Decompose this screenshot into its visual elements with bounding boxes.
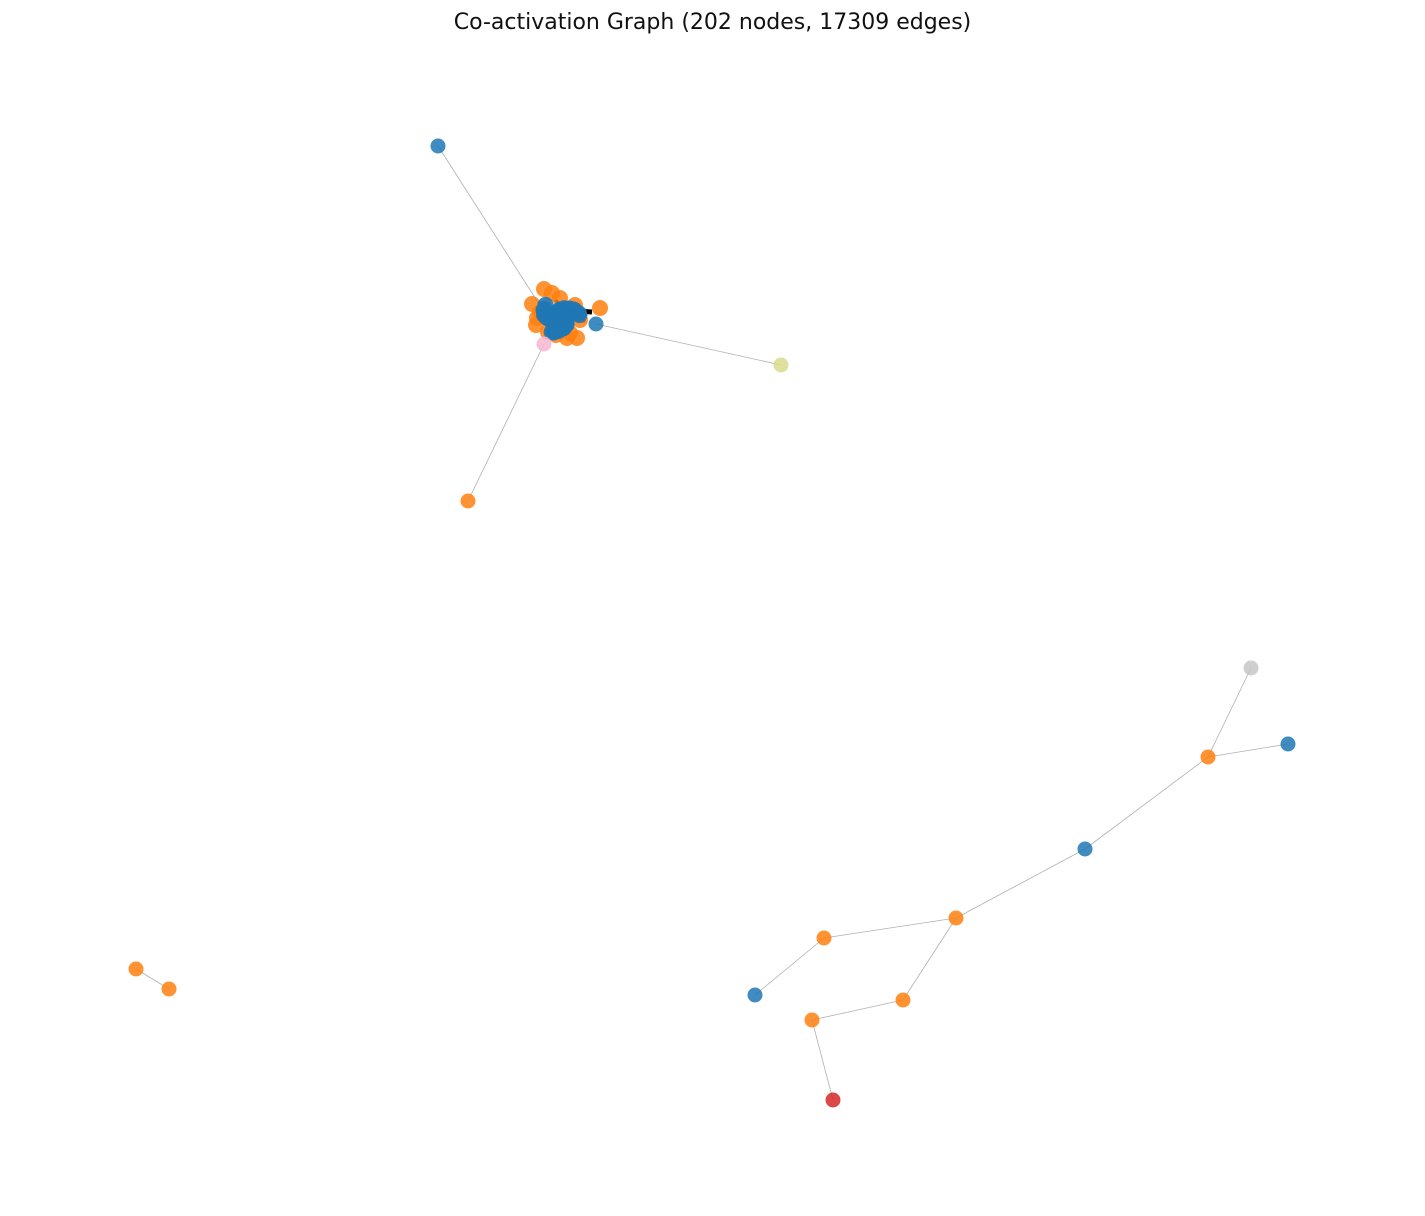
graph-edge: [467, 343, 545, 502]
graph-node: [1243, 660, 1259, 676]
graph-node: [773, 357, 789, 373]
graph-node: [825, 1092, 841, 1108]
graph-node: [460, 493, 476, 509]
graph-node: [816, 930, 832, 946]
graph-node: [562, 301, 579, 318]
graph-edge: [754, 937, 825, 996]
graph-edge: [1084, 756, 1209, 850]
graph-node: [538, 308, 555, 325]
graph-node: [161, 981, 177, 997]
graph-edge: [595, 323, 782, 366]
graph-node: [592, 300, 608, 316]
graph-node: [128, 961, 144, 977]
graph-edge: [1207, 667, 1252, 758]
graph-edge: [823, 917, 957, 939]
graph-node: [1280, 736, 1296, 752]
graph-node: [895, 992, 911, 1008]
graph-node: [430, 138, 446, 154]
graph-edge: [811, 1019, 834, 1101]
edge-layer: [135, 145, 1289, 1101]
node-layer: [128, 138, 1296, 1108]
graph-node: [1200, 749, 1216, 765]
graph-edge: [437, 145, 549, 319]
graph-edge: [811, 999, 904, 1021]
graph-edge: [1207, 743, 1289, 758]
graph-node: [1077, 841, 1093, 857]
graph-node: [747, 987, 763, 1003]
graph-node: [588, 316, 604, 332]
graph-node: [804, 1012, 820, 1028]
graph-node: [948, 910, 964, 926]
graph-node: [536, 336, 552, 352]
graph-node: [557, 314, 574, 331]
dense-cluster: [524, 281, 608, 346]
graph-edge: [955, 848, 1086, 919]
graph-edge: [902, 917, 957, 1001]
graph-title: Co-activation Graph (202 nodes, 17309 ed…: [453, 10, 972, 35]
